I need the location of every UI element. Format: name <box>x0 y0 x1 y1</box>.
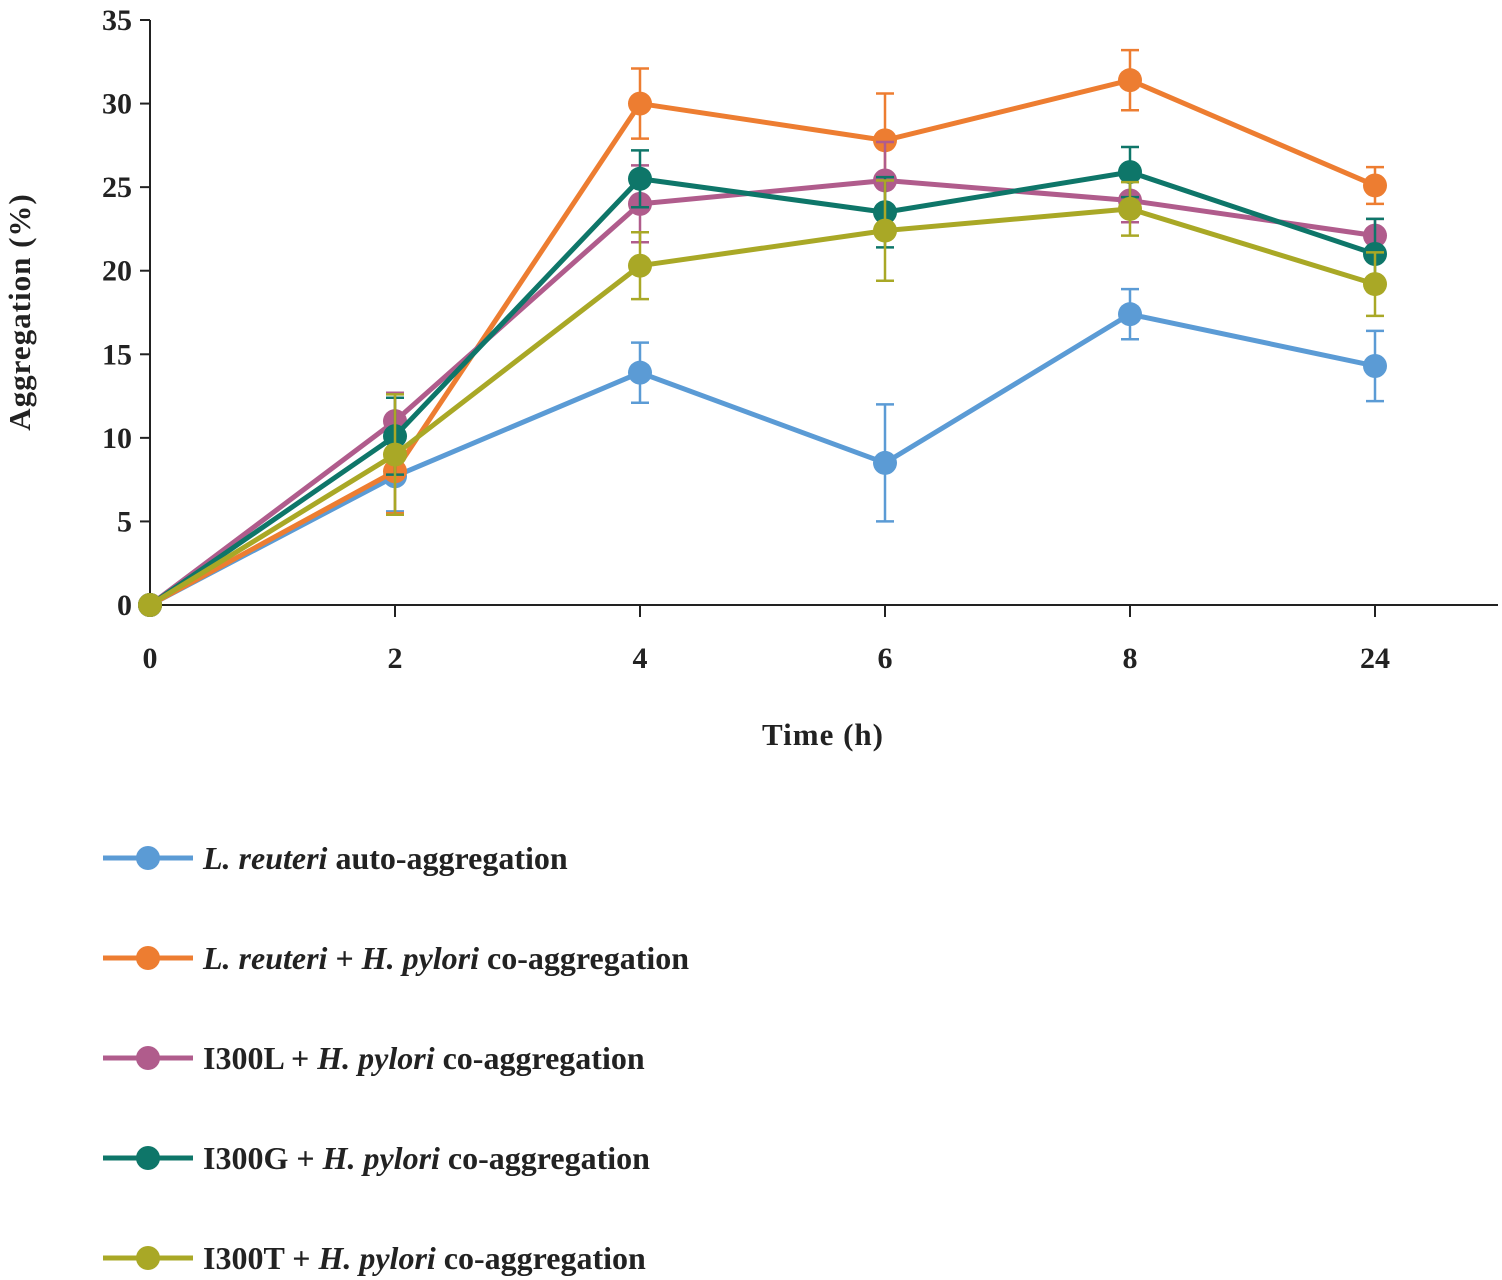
data-point <box>873 450 897 475</box>
data-point <box>873 218 897 243</box>
legend-item: I300L + H. pylori co-aggregation <box>103 1040 645 1076</box>
legend-item: I300T + H. pylori co-aggregation <box>103 1240 646 1276</box>
legend-label-part: I300L + <box>203 1040 317 1076</box>
legend-label: L. reuteri auto-aggregation <box>202 840 568 876</box>
legend-label-part: + <box>327 940 361 976</box>
y-tick-label: 20 <box>102 255 132 288</box>
data-point <box>628 91 652 116</box>
legend: L. reuteri auto-aggregation L. reuteri + … <box>103 840 689 1276</box>
data-point <box>1118 160 1142 185</box>
x-tick-label: 6 <box>878 642 893 675</box>
y-tick-label: 10 <box>102 422 132 455</box>
y-tick-label: 30 <box>102 88 132 121</box>
data-point <box>1363 353 1387 378</box>
data-point <box>1118 68 1142 93</box>
series-line <box>148 206 1376 608</box>
legend-label-part: co-aggregation <box>479 940 689 976</box>
data-point <box>1363 173 1387 198</box>
y-tick-label: 15 <box>102 338 132 371</box>
legend-label-part: I300G + <box>203 1140 323 1176</box>
legend-label-part: H. pylori <box>317 1240 435 1276</box>
legend-item: I300G + H. pylori co-aggregation <box>103 1140 650 1176</box>
x-tick-label: 0 <box>143 642 158 675</box>
series-line <box>148 177 1376 607</box>
series-line <box>148 311 1376 608</box>
legend-label-part: co-aggregation <box>436 1240 646 1276</box>
legend-label: I300L + H. pylori co-aggregation <box>203 1040 645 1076</box>
legend-label-part: H. pylori <box>316 1040 434 1076</box>
data-point <box>138 593 162 617</box>
data-point <box>628 360 652 385</box>
x-axis-title: Time (h) <box>762 717 884 752</box>
y-ticks: 0 5 10 15 20 25 30 35 <box>102 4 150 622</box>
legend-swatch-marker <box>136 946 160 970</box>
y-axis-title: Aggregation (%) <box>2 193 37 430</box>
legend-label-part: co-aggregation <box>435 1040 645 1076</box>
series-2 <box>138 48 1387 617</box>
legend-label-part: L. reuteri <box>202 940 328 976</box>
series-line <box>148 169 1376 608</box>
x-tick-label: 8 <box>1123 642 1138 675</box>
data-point <box>628 253 652 278</box>
legend-label-part: co-aggregation <box>440 1140 650 1176</box>
legend-label-part: H. pylori <box>361 940 479 976</box>
x-tick-label: 24 <box>1360 642 1390 675</box>
y-tick-label: 0 <box>117 589 132 622</box>
legend-label: I300G + H. pylori co-aggregation <box>203 1140 650 1176</box>
legend-swatch-marker <box>136 1046 160 1070</box>
legend-label-part: H. pylori <box>322 1140 440 1176</box>
data-point <box>1118 196 1142 221</box>
axes <box>149 20 1498 606</box>
y-tick-label: 35 <box>102 4 132 37</box>
legend-label: I300T + H. pylori co-aggregation <box>203 1240 646 1276</box>
legend-label-part: I300T + <box>203 1240 318 1276</box>
data-point <box>873 128 897 153</box>
series-group <box>138 48 1387 617</box>
legend-label: L. reuteri + H. pylori co-aggregation <box>202 940 689 976</box>
data-point <box>383 442 407 467</box>
legend-item: L. reuteri + H. pylori co-aggregation <box>103 940 689 976</box>
legend-swatch-marker <box>136 846 160 870</box>
legend-label-part: auto-aggregation <box>327 840 567 876</box>
legend-item: L. reuteri auto-aggregation <box>103 840 568 876</box>
x-tick-label: 4 <box>633 642 648 675</box>
series-3 <box>138 140 1387 617</box>
y-tick-label: 5 <box>117 505 132 538</box>
data-point <box>628 166 652 191</box>
y-tick-label: 25 <box>102 171 132 204</box>
x-tick-label: 2 <box>388 642 403 675</box>
legend-label-part: L. reuteri <box>202 840 328 876</box>
x-ticks: 0 2 4 6 8 24 <box>143 605 1390 675</box>
data-point <box>1118 302 1142 327</box>
data-point <box>1363 272 1387 297</box>
series-5 <box>138 179 1387 617</box>
series-line <box>148 77 1376 608</box>
series-1 <box>138 287 1387 617</box>
legend-swatch-marker <box>136 1246 160 1270</box>
legend-swatch-marker <box>136 1146 160 1170</box>
series-4 <box>138 145 1387 617</box>
